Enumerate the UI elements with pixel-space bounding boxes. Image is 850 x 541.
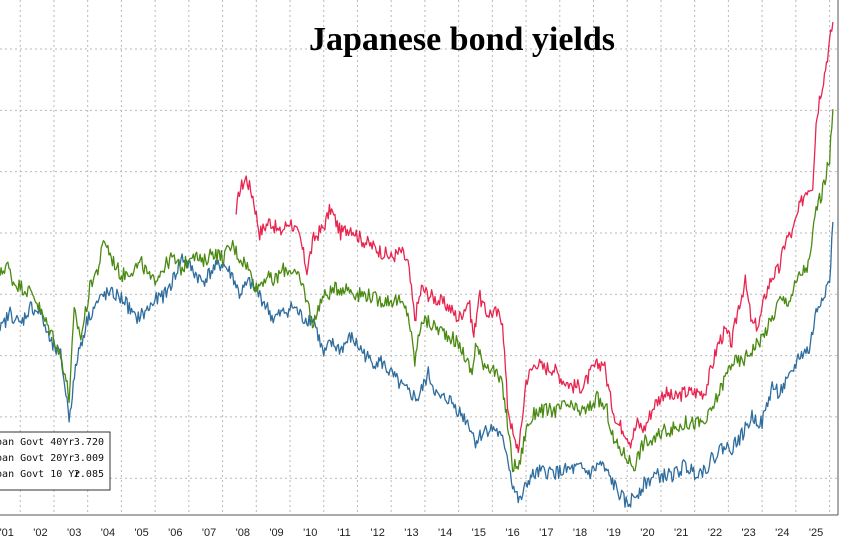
x-tick-label: '15 — [472, 527, 486, 539]
x-axis-ticks: '01 '02 '03 '04 '05 '06 '07 '08 '09 '10 '11 '12 '13 '… — [0, 527, 823, 539]
legend-value-1: 3.009 — [74, 453, 104, 464]
x-tick-label: '13 — [404, 527, 418, 539]
x-tick-label: '14 — [438, 527, 452, 539]
x-tick-label: '16 — [505, 527, 519, 539]
x-tick-label: '12 — [371, 527, 385, 539]
grid — [0, 0, 839, 516]
legend-entry-1: Japan Govt 20Yr — [0, 453, 74, 464]
legend-entry-2: Japan Govt 10 Yr — [0, 469, 80, 480]
legend-value-0: 3.720 — [74, 437, 104, 448]
legend-entry-0: Japan Govt 40Yr — [0, 437, 74, 448]
x-tick-label: '17 — [539, 527, 553, 539]
x-tick-label: '19 — [607, 527, 621, 539]
x-tick-label: '03 — [67, 527, 81, 539]
x-tick-label: '02 — [33, 527, 47, 539]
series-layer — [0, 22, 834, 508]
series-line-0 — [235, 22, 834, 454]
chart-title: Japanese bond yields — [309, 21, 615, 58]
x-tick-label: '21 — [674, 527, 688, 539]
x-tick-label: '20 — [640, 527, 654, 539]
x-tick-label: '05 — [134, 527, 148, 539]
legend-box — [0, 431, 111, 491]
series-line-1 — [0, 109, 834, 473]
x-tick-label: '24 — [775, 527, 789, 539]
x-tick-label: '22 — [708, 527, 722, 539]
x-tick-label: '18 — [573, 527, 587, 539]
x-tick-label: '25 — [809, 527, 823, 539]
x-tick-label: '06 — [168, 527, 182, 539]
series-line-2 — [0, 221, 834, 508]
x-tick-label: '08 — [236, 527, 250, 539]
x-tick-label: '09 — [269, 527, 283, 539]
x-tick-label: '11 — [337, 527, 351, 539]
x-tick-label: '10 — [303, 527, 317, 539]
x-tick-label: '07 — [202, 527, 216, 539]
legend-value-2: 2.085 — [74, 469, 104, 480]
x-tick-label: '01 — [0, 527, 14, 539]
x-tick-label: '04 — [101, 527, 115, 539]
x-tick-label: '23 — [741, 527, 755, 539]
